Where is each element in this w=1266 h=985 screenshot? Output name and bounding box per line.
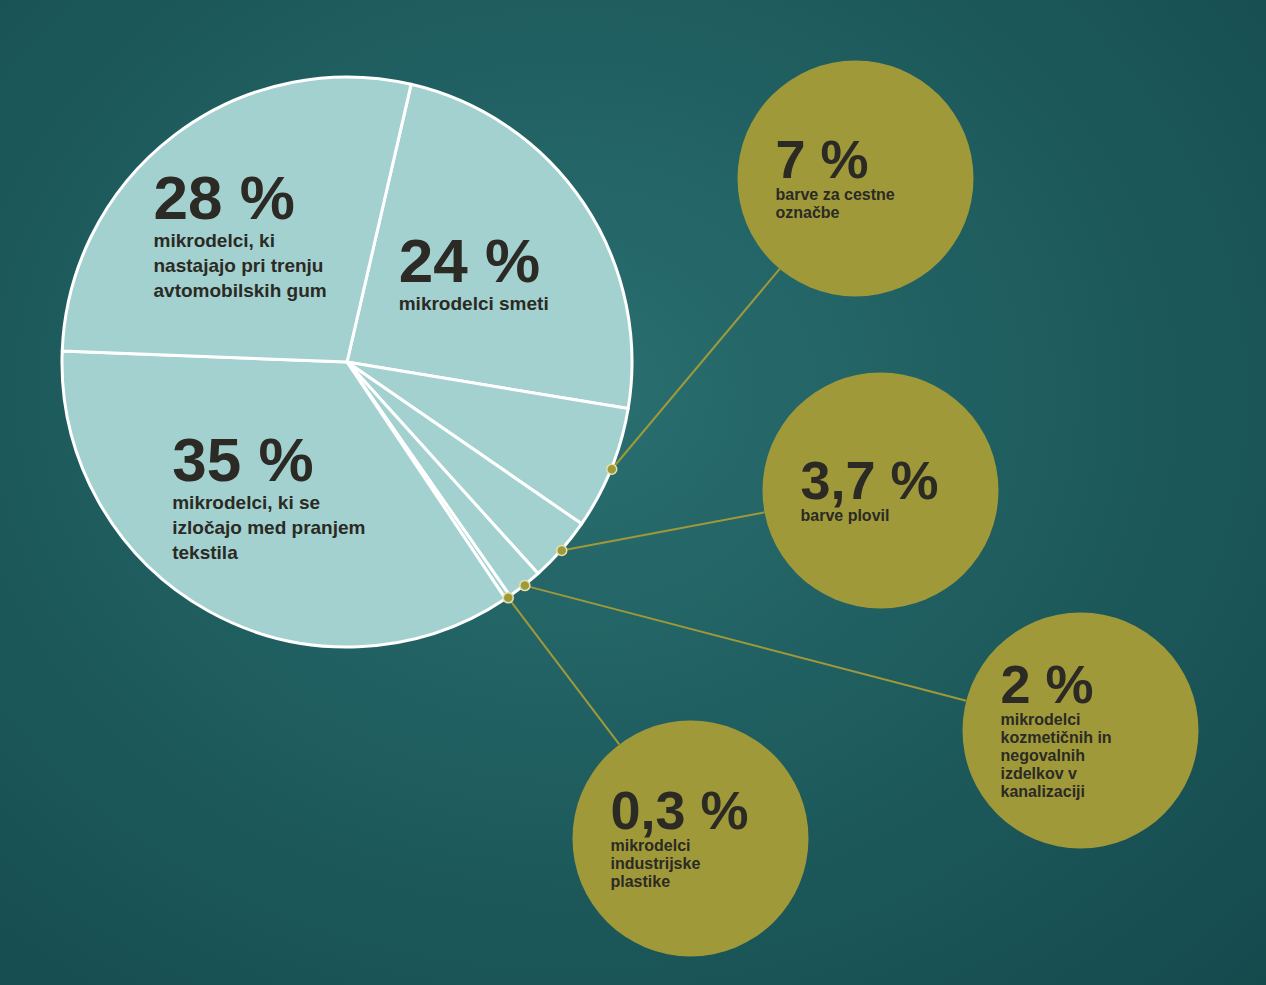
svg-text:nastajajo pri trenju: nastajajo pri trenju [153,255,323,276]
svg-text:mikrodelci smeti: mikrodelci smeti [399,293,549,314]
svg-text:3,7 %: 3,7 % [801,450,939,510]
svg-text:barve za cestne: barve za cestne [776,186,895,203]
svg-text:kozmetičnih in: kozmetičnih in [1001,729,1112,746]
svg-text:avtomobilskih gum: avtomobilskih gum [153,280,326,301]
svg-text:mikrodelci: mikrodelci [611,837,691,854]
svg-text:0,3 %: 0,3 % [611,780,749,840]
svg-text:kanalizaciji: kanalizaciji [1001,783,1086,800]
svg-text:24 %: 24 % [399,226,540,295]
svg-text:7 %: 7 % [776,129,869,189]
svg-text:negovalnih: negovalnih [1001,747,1085,764]
svg-text:mikrodelci: mikrodelci [1001,711,1081,728]
svg-text:tekstila: tekstila [172,542,238,563]
svg-text:mikrodelci, ki se: mikrodelci, ki se [172,492,320,513]
svg-text:plastike: plastike [611,873,671,890]
svg-text:barve plovil: barve plovil [801,507,890,524]
svg-text:izdelkov v: izdelkov v [1001,765,1078,782]
svg-text:označbe: označbe [776,204,840,221]
svg-text:mikrodelci, ki: mikrodelci, ki [153,230,274,251]
svg-text:28 %: 28 % [153,163,294,232]
svg-text:2 %: 2 % [1001,654,1094,714]
svg-text:35 %: 35 % [172,425,313,494]
svg-text:industrijske: industrijske [611,855,701,872]
svg-text:izločajo med pranjem: izločajo med pranjem [172,517,365,538]
